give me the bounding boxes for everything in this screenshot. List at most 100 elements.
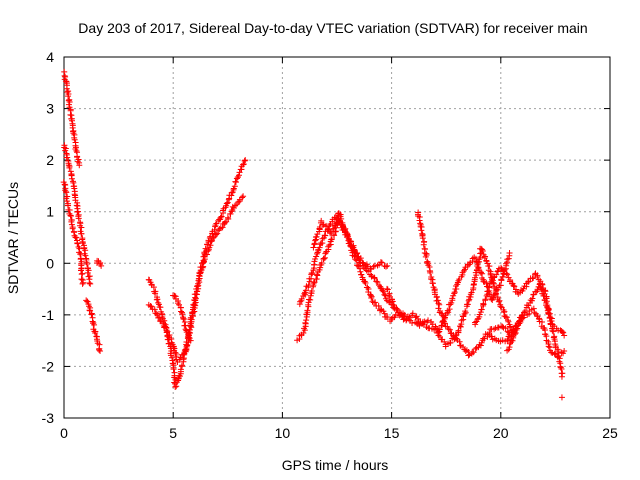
data-point xyxy=(328,236,335,243)
data-point xyxy=(384,286,391,293)
data-point xyxy=(368,295,375,302)
data-point xyxy=(523,302,530,309)
data-point xyxy=(382,263,389,270)
data-point xyxy=(423,259,430,266)
data-point xyxy=(557,364,564,371)
data-point xyxy=(451,290,458,297)
data-point xyxy=(470,349,477,356)
data-point xyxy=(550,334,557,341)
series-arc-q xyxy=(504,311,526,354)
data-point xyxy=(210,234,217,241)
y-tick-label: -2 xyxy=(42,358,55,374)
data-point xyxy=(480,300,487,307)
data-point xyxy=(435,332,442,339)
data-point xyxy=(66,164,73,171)
data-point xyxy=(380,288,387,295)
data-point xyxy=(419,235,426,242)
data-point xyxy=(448,299,455,306)
data-point xyxy=(242,157,249,164)
data-point xyxy=(441,320,448,327)
data-point xyxy=(436,301,443,308)
data-point xyxy=(425,317,432,324)
series-arc-o xyxy=(472,264,566,380)
data-point xyxy=(514,325,521,332)
data-point xyxy=(316,244,323,251)
data-point xyxy=(171,292,178,299)
data-point xyxy=(418,227,425,234)
data-point xyxy=(314,250,321,257)
data-point xyxy=(499,273,506,280)
data-point xyxy=(98,262,105,269)
y-tick-label: 1 xyxy=(46,204,54,220)
data-point xyxy=(78,276,85,283)
data-point xyxy=(151,306,158,313)
data-point xyxy=(495,298,502,305)
data-point xyxy=(502,325,509,332)
data-point xyxy=(194,288,201,295)
data-point xyxy=(78,230,85,237)
data-point xyxy=(172,383,179,390)
data-point xyxy=(479,248,486,255)
data-point xyxy=(488,333,495,340)
data-point xyxy=(534,273,541,280)
data-point xyxy=(511,331,518,338)
data-point xyxy=(459,343,466,350)
data-point xyxy=(177,308,184,315)
data-point xyxy=(459,269,466,276)
data-point xyxy=(462,308,469,315)
data-point xyxy=(77,251,84,258)
data-point xyxy=(179,362,186,369)
data-point xyxy=(73,147,80,154)
data-point xyxy=(228,208,235,215)
data-point xyxy=(197,269,204,276)
data-point xyxy=(519,311,526,318)
data-point xyxy=(409,310,416,317)
data-point xyxy=(170,366,177,373)
data-point xyxy=(152,290,159,297)
data-point xyxy=(525,278,532,285)
data-point xyxy=(75,215,82,222)
data-point xyxy=(347,238,354,245)
data-point xyxy=(80,279,87,286)
data-point xyxy=(74,158,81,165)
data-point xyxy=(97,347,104,354)
data-point xyxy=(358,271,365,278)
data-point xyxy=(313,233,320,240)
data-point xyxy=(224,214,231,221)
data-point xyxy=(304,307,311,314)
data-point xyxy=(551,350,558,357)
data-point xyxy=(374,278,381,285)
data-point xyxy=(217,214,224,221)
data-point xyxy=(357,255,364,262)
data-point xyxy=(223,200,230,207)
x-tick-label: 0 xyxy=(60,425,68,441)
data-point xyxy=(240,161,247,168)
data-point xyxy=(214,230,221,237)
data-point xyxy=(70,228,77,235)
data-point xyxy=(312,237,319,244)
data-point xyxy=(326,242,333,249)
y-axis-label: SDTVAR / TECUs xyxy=(5,182,21,294)
data-point xyxy=(381,291,388,298)
data-point xyxy=(221,219,228,226)
data-point xyxy=(503,314,510,321)
series-arc-b xyxy=(61,142,94,287)
data-point xyxy=(185,331,192,338)
data-point xyxy=(465,352,472,359)
data-point xyxy=(554,353,561,360)
data-point xyxy=(86,307,93,314)
data-point xyxy=(190,309,197,316)
data-point xyxy=(172,353,179,360)
data-point xyxy=(311,279,318,286)
series-arc-m xyxy=(397,249,513,335)
data-point xyxy=(461,346,468,353)
grid xyxy=(64,57,610,418)
data-point xyxy=(479,246,486,253)
series-arc-k xyxy=(310,217,391,273)
data-point xyxy=(472,274,479,281)
data-point xyxy=(472,255,479,262)
data-point xyxy=(241,157,248,164)
data-point xyxy=(548,349,555,356)
data-point xyxy=(455,327,462,334)
data-point xyxy=(405,316,412,323)
